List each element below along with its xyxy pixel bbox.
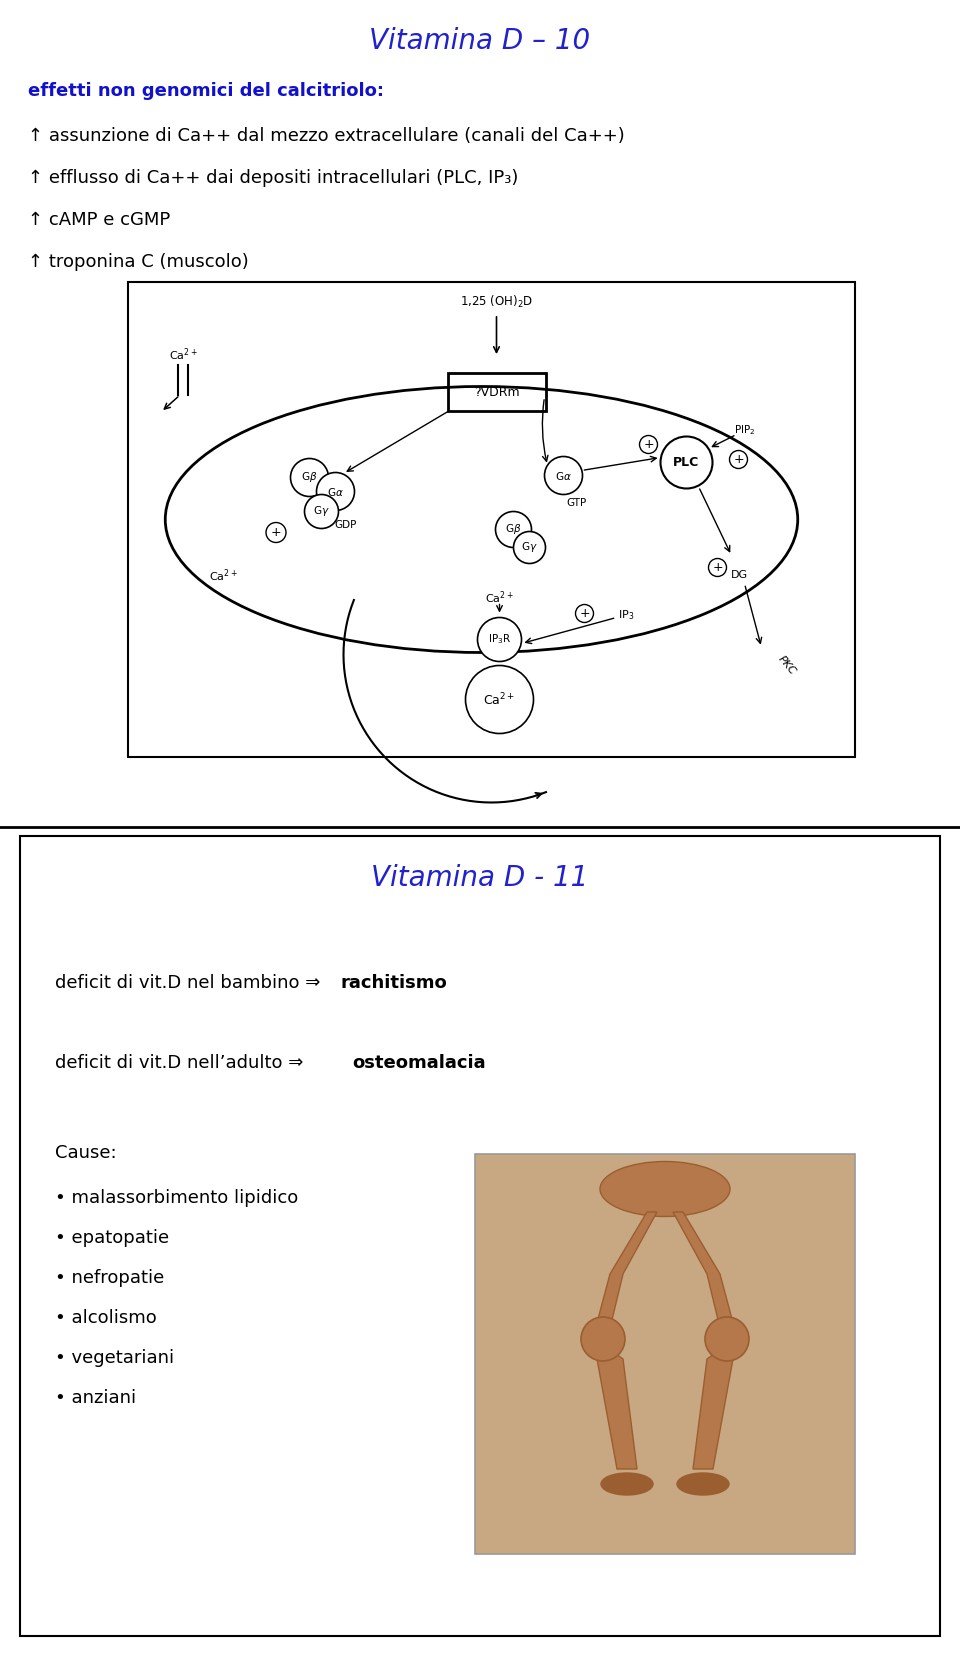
Bar: [128, 281, 855, 758]
Text: rachitismo: rachitismo: [340, 974, 446, 992]
Circle shape: [575, 604, 593, 622]
Text: +: +: [271, 526, 281, 539]
Text: effetti non genomici del calcitriolo:: effetti non genomici del calcitriolo:: [28, 83, 384, 99]
Text: ↑ cAMP e cGMP: ↑ cAMP e cGMP: [28, 212, 170, 228]
Polygon shape: [590, 1212, 657, 1350]
Text: PKC: PKC: [776, 653, 797, 676]
Text: G$\alpha$: G$\alpha$: [327, 486, 344, 498]
Ellipse shape: [677, 1474, 729, 1495]
Bar: [20, 835, 940, 1636]
Circle shape: [730, 450, 748, 468]
Text: Cause:: Cause:: [55, 1145, 116, 1163]
Circle shape: [639, 435, 658, 453]
Text: Ca$^{2+}$: Ca$^{2+}$: [485, 589, 514, 605]
Text: GDP: GDP: [334, 521, 357, 531]
Circle shape: [291, 458, 328, 496]
Text: deficit di vit.D nel bambino ⇒: deficit di vit.D nel bambino ⇒: [55, 974, 326, 992]
Circle shape: [466, 665, 534, 733]
Text: Vitamina D – 10: Vitamina D – 10: [370, 26, 590, 55]
Text: +: +: [733, 453, 744, 466]
Text: • epatopatie: • epatopatie: [55, 1229, 169, 1247]
Text: G$\gamma$: G$\gamma$: [521, 541, 538, 554]
Text: Ca$^{2+}$: Ca$^{2+}$: [484, 691, 516, 708]
Ellipse shape: [601, 1474, 653, 1495]
Text: GTP: GTP: [566, 498, 587, 508]
Text: deficit di vit.D nell’adulto ⇒: deficit di vit.D nell’adulto ⇒: [55, 1054, 309, 1072]
Text: • vegetariani: • vegetariani: [55, 1350, 174, 1366]
Circle shape: [708, 559, 727, 577]
Text: Vitamina D - 11: Vitamina D - 11: [372, 863, 588, 892]
Circle shape: [266, 523, 286, 543]
Circle shape: [581, 1317, 625, 1361]
Circle shape: [495, 511, 532, 547]
Text: +: +: [643, 438, 654, 452]
Polygon shape: [693, 1350, 745, 1469]
Text: • anziani: • anziani: [55, 1389, 136, 1408]
Text: 1,25 (OH)$_2$D: 1,25 (OH)$_2$D: [460, 294, 533, 309]
Bar: [447, 374, 545, 410]
Text: Ca$^{2+}$: Ca$^{2+}$: [169, 347, 198, 364]
Polygon shape: [673, 1212, 740, 1350]
Text: PLC: PLC: [673, 457, 700, 470]
Circle shape: [705, 1317, 749, 1361]
Text: • alcolismo: • alcolismo: [55, 1308, 156, 1327]
Text: +: +: [579, 607, 589, 620]
Ellipse shape: [600, 1161, 730, 1216]
Circle shape: [544, 457, 583, 495]
Text: Ca$^{2+}$: Ca$^{2+}$: [208, 567, 237, 584]
Polygon shape: [585, 1350, 637, 1469]
Text: G$\beta$: G$\beta$: [505, 523, 521, 536]
Text: • nefropatie: • nefropatie: [55, 1269, 164, 1287]
Circle shape: [514, 531, 545, 564]
Circle shape: [317, 473, 354, 511]
Text: G$\alpha$: G$\alpha$: [555, 470, 572, 481]
Text: ↑ efflusso di Ca++ dai depositi intracellulari (PLC, IP₃): ↑ efflusso di Ca++ dai depositi intracel…: [28, 169, 518, 187]
Text: IP$_3$R: IP$_3$R: [488, 632, 511, 647]
Text: +: +: [712, 561, 723, 574]
Text: G$\gamma$: G$\gamma$: [313, 504, 330, 518]
Text: • malassorbimento lipidico: • malassorbimento lipidico: [55, 1189, 299, 1207]
Text: G$\beta$: G$\beta$: [301, 470, 318, 485]
Circle shape: [660, 437, 712, 488]
Circle shape: [477, 617, 521, 662]
Text: ↑ assunzione di Ca++ dal mezzo extracellulare (canali del Ca++): ↑ assunzione di Ca++ dal mezzo extracell…: [28, 127, 625, 146]
Text: PIP$_2$: PIP$_2$: [733, 423, 756, 437]
Text: ↑ troponina C (muscolo): ↑ troponina C (muscolo): [28, 253, 249, 271]
Circle shape: [304, 495, 339, 529]
Bar: [475, 1154, 855, 1555]
Text: IP$_3$: IP$_3$: [618, 609, 635, 622]
Text: DG: DG: [731, 571, 748, 581]
Text: ?VDRm: ?VDRm: [473, 385, 519, 399]
Text: osteomalacia: osteomalacia: [352, 1054, 486, 1072]
